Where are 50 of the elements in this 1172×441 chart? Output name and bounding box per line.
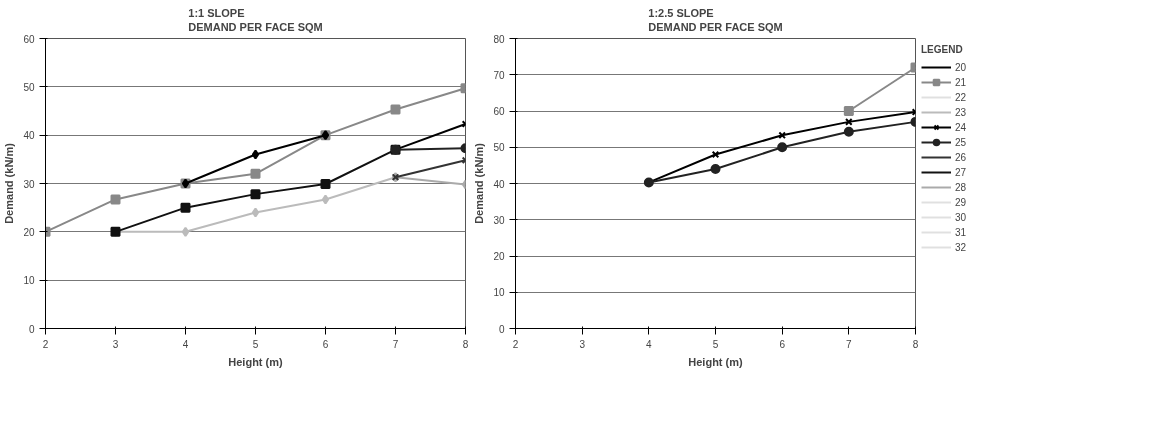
y-tick-label: 0 — [28, 323, 35, 335]
legend-label: 31 — [955, 225, 968, 239]
x-tick-label: 2 — [512, 338, 519, 350]
x-tick-label: 4 — [646, 338, 653, 350]
legend-label: 30 — [955, 210, 968, 224]
y-tick-label: 60 — [23, 33, 35, 45]
y-tick-label: 30 — [493, 214, 505, 226]
legend-label: 27 — [955, 165, 968, 179]
x-axis-title: Height (m) — [228, 355, 284, 368]
legend-label: 21 — [955, 75, 968, 89]
y-tick-label: 80 — [493, 33, 505, 45]
legend-label: 24 — [955, 120, 968, 134]
legend-label: 20 — [955, 60, 968, 74]
legend-label: 25 — [955, 135, 968, 149]
legend-label: 28 — [955, 180, 968, 194]
y-tick-label: 10 — [493, 287, 505, 299]
x-tick-label: 8 — [462, 338, 469, 350]
y-tick-label: 20 — [23, 226, 35, 238]
x-tick-label: 7 — [846, 338, 853, 350]
y-tick-label: 0 — [498, 323, 505, 335]
x-tick-label: 5 — [712, 338, 719, 350]
x-tick-label: 3 — [579, 338, 586, 350]
x-tick-label: 5 — [252, 338, 259, 350]
legend-label: 32 — [955, 240, 968, 254]
y-tick-label: 40 — [493, 178, 505, 190]
y-tick-label: 30 — [23, 178, 35, 190]
y-tick-label: 20 — [493, 251, 505, 262]
x-tick-label: 6 — [779, 338, 786, 350]
x-tick-label: 2 — [42, 338, 49, 350]
y-tick-label: 40 — [23, 130, 35, 142]
y-axis-title: Demand (kN/m) — [473, 142, 486, 224]
y-tick-label: 10 — [23, 275, 35, 287]
x-tick-label: 8 — [912, 338, 919, 350]
chart-title: 1:1 SLOPE DEMAND PER FACE SQM — [188, 7, 323, 34]
x-tick-label: 3 — [112, 338, 119, 350]
x-axis-title: Height (m) — [688, 355, 744, 368]
legend-label: 29 — [955, 195, 968, 209]
y-axis-title: Demand (kN/m) — [3, 142, 16, 224]
x-tick-label: 6 — [322, 338, 329, 350]
x-tick-label: 4 — [182, 338, 189, 350]
y-tick-label: 50 — [23, 81, 35, 93]
y-tick-label: 70 — [493, 69, 505, 81]
legend-label: 23 — [955, 105, 968, 119]
y-tick-label: 60 — [493, 106, 505, 117]
legend-label: 26 — [955, 150, 968, 164]
chart-title: 1:2.5 SLOPE DEMAND PER FACE SQM — [648, 7, 783, 34]
legend-label: 22 — [955, 90, 968, 104]
x-tick-label: 7 — [392, 338, 399, 350]
y-tick-label: 50 — [493, 142, 505, 154]
legend-title: LEGEND — [921, 44, 964, 55]
